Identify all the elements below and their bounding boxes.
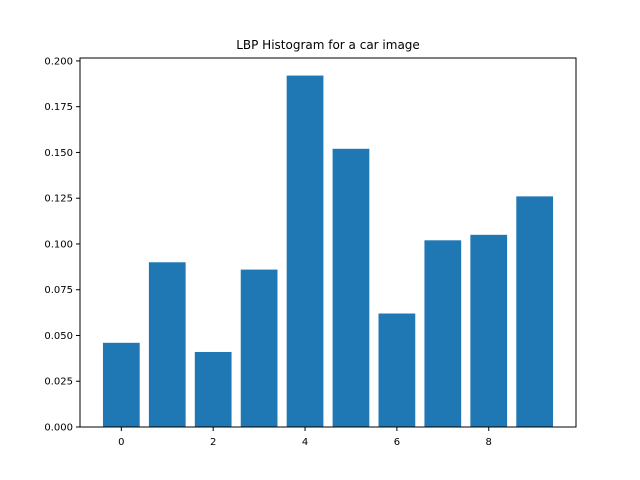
x-tick-label: 8 — [486, 437, 492, 448]
axes-frame — [79, 57, 577, 428]
x-tick-label: 0 — [118, 437, 124, 448]
ticks-layer: 0 2 4 6 8 0.000 0.025 0.050 0.075 0.100 0.125 0.150… — [44, 56, 492, 448]
y-tick-label: 0.150 — [44, 148, 73, 159]
chart-title: LBP Histogram for a car image — [236, 38, 420, 52]
x-tick-label: 6 — [394, 437, 400, 448]
bar-9 — [516, 196, 554, 428]
bar-7 — [424, 240, 462, 427]
bar-8 — [470, 234, 508, 427]
y-tick-label: 0.100 — [44, 239, 73, 250]
bar-3 — [240, 269, 278, 427]
y-tick-label: 0.125 — [44, 194, 73, 205]
y-tick-label: 0.200 — [44, 56, 73, 67]
bar-6 — [378, 313, 416, 427]
y-tick-label: 0.000 — [44, 423, 73, 434]
bar-4 — [286, 75, 324, 427]
y-tick-label: 0.050 — [44, 331, 73, 342]
bars-layer — [102, 75, 554, 428]
axes-layer — [79, 57, 577, 428]
y-tick-label: 0.075 — [44, 285, 73, 296]
bar-0 — [102, 342, 140, 427]
x-tick-label: 4 — [302, 437, 308, 448]
bar-2 — [194, 351, 232, 427]
y-tick-label: 0.025 — [44, 377, 73, 388]
x-tick-label: 2 — [210, 437, 216, 448]
bar-5 — [332, 148, 370, 428]
bar-1 — [148, 262, 186, 427]
y-tick-label: 0.175 — [44, 102, 73, 113]
